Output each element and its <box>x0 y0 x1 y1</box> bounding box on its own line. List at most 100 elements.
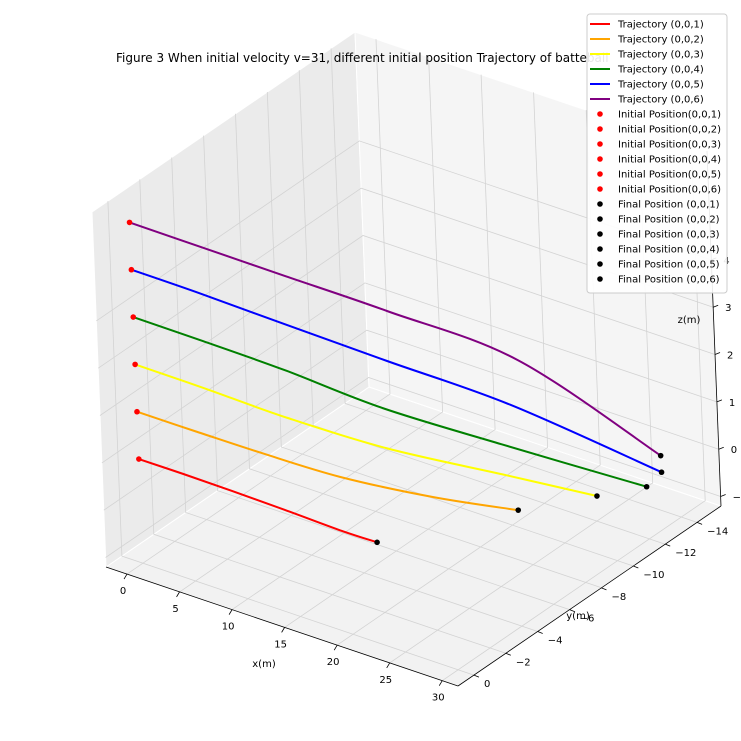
y-tick-mark <box>505 652 511 656</box>
x-axis-line <box>105 566 459 687</box>
legend-entry-label: Trajectory (0,0,6) <box>617 95 704 106</box>
z-tick-label: 3 <box>725 303 731 314</box>
y-gridline <box>203 135 570 610</box>
legend-dot-swatch <box>597 186 603 192</box>
initial-point-5 <box>128 266 135 273</box>
y-tick-label: −6 <box>580 614 595 625</box>
initial-point-1 <box>136 456 142 462</box>
points-layer <box>126 219 665 546</box>
x-tick-mark <box>386 662 391 669</box>
legend-entry-label: Trajectory (0,0,5) <box>617 80 704 91</box>
y-gridline <box>171 157 538 632</box>
trajectory-line-1 <box>138 458 378 544</box>
z-gridline <box>101 282 718 464</box>
trajectory-line-2 <box>136 410 519 512</box>
y-gridline <box>298 70 666 545</box>
x-gridline <box>126 39 391 575</box>
x-tick-mark <box>333 644 338 651</box>
legend-entry-label: Initial Position(0,0,5) <box>618 170 721 181</box>
x-gridline <box>231 74 496 610</box>
legend-dot-swatch <box>597 231 603 237</box>
legend-entry-label: Final Position (0,0,4) <box>618 245 720 256</box>
legend-entry-label: Final Position (0,0,2) <box>618 215 720 226</box>
z-tick-mark <box>718 446 724 450</box>
legend-entry-label: Initial Position(0,0,3) <box>618 140 721 151</box>
final-point-5 <box>658 469 665 476</box>
y-tick-mark <box>537 631 543 634</box>
x-tick-mark <box>123 573 128 580</box>
y-axis-line <box>457 505 722 687</box>
final-point-2 <box>515 507 522 513</box>
z-gridline <box>99 235 716 416</box>
legend-entry-label: Trajectory (0,0,1) <box>617 20 704 31</box>
final-point-6 <box>657 452 664 459</box>
legend-dot-swatch <box>597 171 603 177</box>
z-gridline <box>103 329 719 511</box>
y-tick-mark <box>569 609 575 613</box>
y-tick-label: −14 <box>707 526 728 537</box>
legend-entry-label: Initial Position(0,0,6) <box>618 185 721 196</box>
legend-entry-label: Final Position (0,0,3) <box>618 230 720 241</box>
y-tick-label: −2 <box>516 657 531 668</box>
y-tick-label: 0 <box>484 679 490 690</box>
series-layer <box>129 221 663 544</box>
legend-dot-swatch <box>597 156 603 162</box>
initial-point-6 <box>126 219 133 226</box>
legend-box <box>586 13 728 294</box>
y-gridline <box>107 201 475 676</box>
x-gridline <box>284 92 549 628</box>
x-axis-label: x(m) <box>252 659 276 670</box>
legend-dot-swatch <box>597 246 603 252</box>
z-tick-mark <box>714 352 721 355</box>
legend-dot-swatch <box>597 141 603 147</box>
legend: Trajectory (0,0,1) Trajectory (0,0,2) Traj… <box>586 13 728 294</box>
y-tick-mark <box>601 587 607 591</box>
initial-point-4 <box>130 314 137 320</box>
x-tick-label: 10 <box>222 622 235 633</box>
z-tick-label: 0 <box>731 445 737 456</box>
final-point-1 <box>374 539 380 546</box>
initial-point-2 <box>134 408 140 415</box>
x-tick-label: 0 <box>120 586 126 597</box>
legend-entry-label: Trajectory (0,0,2) <box>617 35 704 46</box>
legend-dot-swatch <box>597 126 603 132</box>
z-tick-mark <box>716 399 723 403</box>
chart-title: Figure 3 When initial velocity v=31, dif… <box>116 51 609 65</box>
legend-dot-swatch <box>597 216 603 222</box>
legend-entry-label: Final Position (0,0,5) <box>618 260 720 271</box>
x-tick-mark <box>438 680 443 686</box>
y-tick-mark <box>665 543 671 547</box>
y-tick-label: −10 <box>643 570 664 581</box>
x-tick-mark <box>176 591 180 598</box>
final-point-4 <box>643 483 650 490</box>
legend-entry-label: Initial Position(0,0,2) <box>618 125 721 136</box>
legend-dot-swatch <box>597 261 603 267</box>
legend-dot-swatch <box>597 276 603 282</box>
legend-entry-label: Initial Position(0,0,4) <box>618 155 721 166</box>
y-gridline <box>139 179 506 654</box>
y-tick-label: −4 <box>548 635 563 646</box>
trajectory-line-3 <box>134 363 598 497</box>
y-tick-mark <box>473 674 480 678</box>
final-point-3 <box>594 493 600 499</box>
z-tick-label: 1 <box>729 398 735 409</box>
grid-lines <box>96 39 721 682</box>
x-tick-mark <box>228 609 233 615</box>
legend-dot-swatch <box>597 111 603 117</box>
trajectory-line-4 <box>132 316 647 488</box>
y-tick-label: −8 <box>611 592 626 603</box>
x-tick-label: 5 <box>172 604 178 615</box>
trajectory-line-6 <box>129 221 662 457</box>
x-tick-label: 15 <box>274 639 287 650</box>
legend-entry-label: Final Position (0,0,6) <box>618 275 720 286</box>
z-tick-label: −1 <box>733 493 741 504</box>
x-tick-label: 30 <box>432 693 445 704</box>
z-gridline <box>105 377 721 558</box>
x-tick-label: 25 <box>379 675 392 686</box>
x-tick-label: 20 <box>327 657 340 668</box>
initial-point-3 <box>132 361 138 368</box>
x-tick-mark <box>281 627 285 633</box>
z-tick-mark <box>720 494 726 497</box>
trajectory-line-5 <box>131 268 663 474</box>
